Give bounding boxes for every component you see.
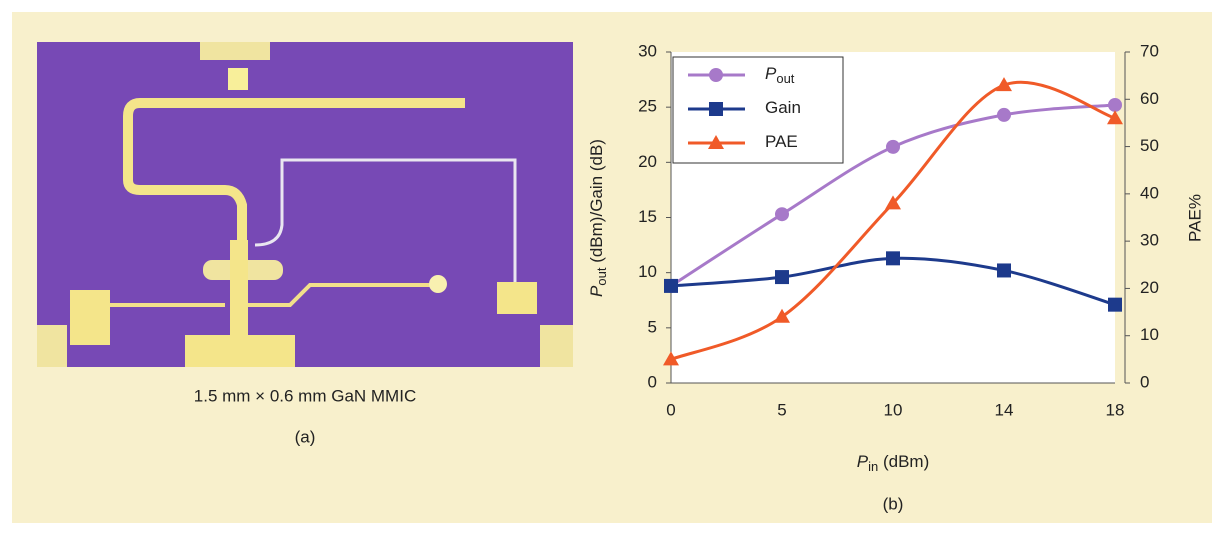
legend-label: Gain: [765, 98, 801, 117]
y2-tick-label: 60: [1140, 89, 1159, 108]
y2-tick-label: 50: [1140, 136, 1159, 155]
x-tick-label: 5: [777, 400, 786, 419]
point: [886, 251, 900, 265]
legend-label-part: P: [765, 64, 777, 83]
y2-axis-label: PAE%: [1185, 194, 1204, 242]
y-tick-label: 25: [638, 97, 657, 116]
y2-tick-label: 40: [1140, 183, 1159, 202]
y-tick-label: 15: [638, 207, 657, 226]
panel-label: (b): [883, 494, 904, 513]
y-axis-label-part: P: [587, 285, 606, 297]
y2-tick-label: 20: [1140, 278, 1159, 297]
point: [1108, 98, 1122, 112]
legend-label: PAE: [765, 132, 798, 151]
x-axis-label-part: in: [868, 459, 878, 474]
legend-label-part: out: [776, 71, 794, 86]
point: [775, 207, 789, 221]
y2-tick-label: 0: [1140, 372, 1149, 391]
y2-tick-label: 10: [1140, 325, 1159, 344]
point: [997, 108, 1011, 122]
figure: 1.5 mm × 0.6 mm GaN MMIC (a) (b) 0 5 10 15 2…: [0, 0, 1224, 535]
y-tick-label: 30: [638, 41, 657, 60]
y2-tick-label: 30: [1140, 231, 1159, 250]
point: [886, 140, 900, 154]
point: [997, 263, 1011, 277]
figure-canvas: 1.5 mm × 0.6 mm GaN MMIC (a) (b) 0 5 10 15 2…: [0, 0, 1224, 535]
y-tick-label: 10: [638, 262, 657, 281]
y-axis-label-part: (dBm)/Gain (dB): [587, 139, 606, 267]
y-tick-label: 0: [648, 372, 657, 391]
x-tick-label: 0: [666, 400, 675, 419]
photo-caption: 1.5 mm × 0.6 mm GaN MMIC: [194, 386, 416, 405]
point: [664, 279, 678, 293]
legend-label-part: Gain: [765, 98, 801, 117]
x-tick-label: 18: [1106, 400, 1125, 419]
legend-label-part: PAE: [765, 132, 798, 151]
y-tick-label: 20: [638, 152, 657, 171]
y-tick-label: 5: [648, 317, 657, 336]
chip-photo: [37, 42, 573, 367]
x-axis-label: Pin (dBm): [857, 452, 929, 474]
x-axis-label-part: (dBm): [878, 452, 929, 471]
x-tick-label: 14: [995, 400, 1014, 419]
point: [775, 270, 789, 284]
x-axis-label-part: P: [857, 452, 869, 471]
legend-marker: [709, 102, 723, 116]
panel-label: (a): [295, 427, 316, 446]
legend-marker: [709, 68, 723, 82]
y-axis-label-part: out: [594, 267, 609, 285]
x-tick-label: 10: [884, 400, 903, 419]
point: [1108, 298, 1122, 312]
y2-tick-label: 70: [1140, 41, 1159, 60]
